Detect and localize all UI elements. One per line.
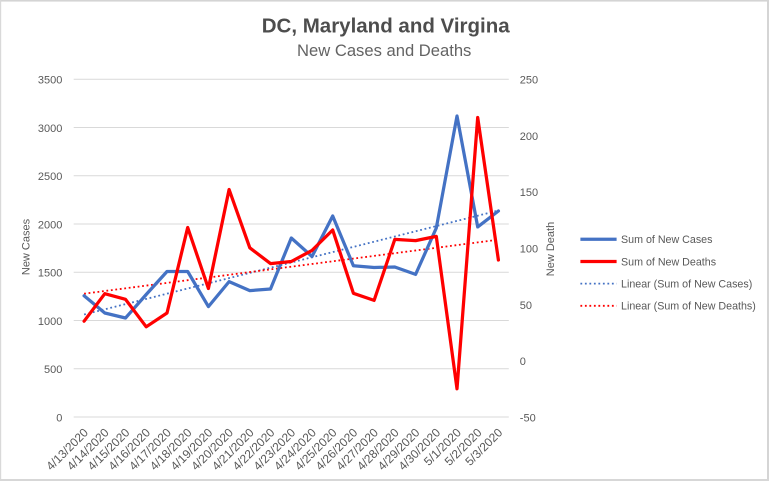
svg-text:150: 150 xyxy=(520,187,538,199)
svg-text:0: 0 xyxy=(520,356,526,368)
svg-text:Linear (Sum of New Deaths): Linear (Sum of New Deaths) xyxy=(621,301,756,313)
svg-text:-50: -50 xyxy=(520,413,536,425)
svg-text:2500: 2500 xyxy=(38,171,62,183)
svg-text:New Cases and Deaths: New Cases and Deaths xyxy=(297,41,471,60)
svg-text:New Cases: New Cases xyxy=(21,218,33,275)
svg-text:500: 500 xyxy=(44,364,62,376)
svg-text:1500: 1500 xyxy=(38,268,62,280)
svg-text:3000: 3000 xyxy=(38,123,62,135)
svg-text:DC, Maryland and Virgina: DC, Maryland and Virgina xyxy=(262,15,511,38)
svg-text:3500: 3500 xyxy=(38,75,62,87)
svg-text:0: 0 xyxy=(56,413,62,425)
svg-text:New Death: New Death xyxy=(545,222,557,276)
svg-text:Sum of New Deaths: Sum of New Deaths xyxy=(621,256,716,268)
svg-text:1000: 1000 xyxy=(38,316,62,328)
svg-text:200: 200 xyxy=(520,131,538,143)
svg-text:50: 50 xyxy=(520,300,532,312)
svg-text:Sum of New Cases: Sum of New Cases xyxy=(621,234,712,246)
svg-text:Linear (Sum of New Cases): Linear (Sum of New Cases) xyxy=(621,278,752,290)
svg-text:250: 250 xyxy=(520,75,538,87)
svg-text:2000: 2000 xyxy=(38,220,62,232)
svg-text:100: 100 xyxy=(520,244,538,256)
